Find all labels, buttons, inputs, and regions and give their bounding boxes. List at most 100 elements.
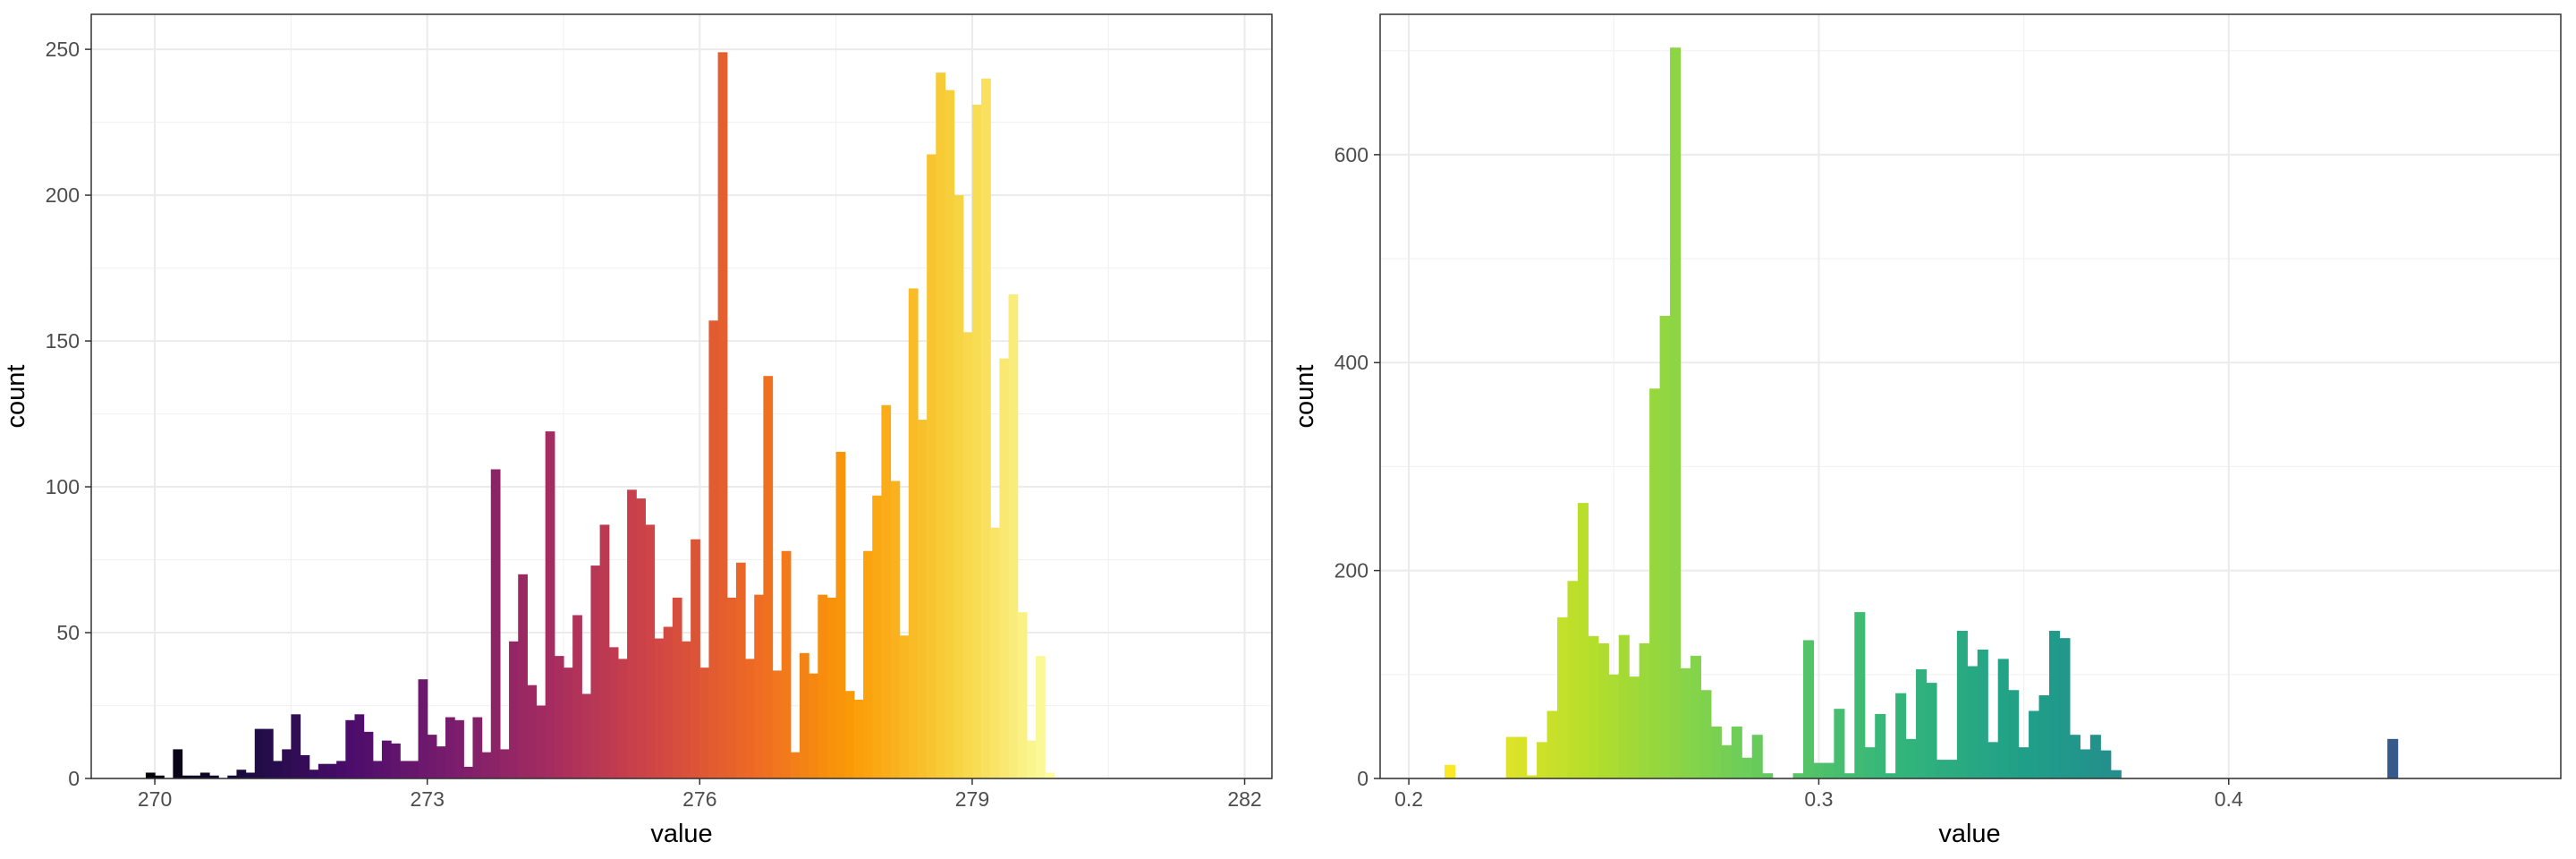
histogram-bar [400,761,410,778]
histogram-bar [2049,631,2061,778]
histogram-bar [1567,581,1579,778]
histogram-bar [564,668,573,778]
histogram-bar [363,731,374,778]
histogram-bar [2038,695,2050,778]
histogram-bar [372,761,383,778]
histogram-bar [1813,762,1825,778]
x-tick-label: 279 [955,787,989,811]
histogram-bar [391,743,401,778]
histogram-bar [282,749,292,778]
histogram-bar [1762,773,1774,778]
histogram-bar [1608,674,1620,778]
histogram-bar [1537,742,1548,778]
histogram-bar [1045,772,1055,778]
x-axis-title: value [650,820,712,848]
histogram-bar [527,685,538,778]
histogram-bar [199,772,210,778]
histogram-bar [1546,710,1558,778]
histogram-bar [318,763,328,778]
histogram-bar [2100,750,2112,778]
bars [1444,47,2399,778]
x-axis-title: value [1938,820,2000,848]
histogram-bar [581,693,592,778]
histogram-bar [627,489,637,778]
y-tick-label: 100 [46,475,80,498]
histogram-bar [790,752,801,778]
histogram-bar [735,562,746,778]
histogram-bar [1967,666,1979,778]
histogram-bar [263,728,274,778]
histogram-bar [254,728,265,778]
histogram-bar [327,763,337,778]
histogram-bar [754,594,764,778]
histogram-bar [191,775,201,778]
histogram-bar [1854,612,1866,778]
y-tick-label: 200 [46,183,80,207]
histogram-bar [918,420,928,778]
histogram-bar [800,652,809,778]
histogram-bar [835,451,846,778]
histogram-bar [463,766,474,778]
histogram-bar [418,679,428,778]
y-axis-title: count [1291,365,1319,429]
bars [145,52,1055,778]
histogram-bar [1926,683,1937,778]
histogram-bar [781,550,792,778]
y-axis-title: count [2,365,30,429]
histogram-bar [309,770,319,778]
histogram-bar [273,761,283,778]
histogram-bar [809,673,818,778]
histogram-bar [999,358,1010,778]
histogram-bar [1557,617,1569,778]
histogram-bar [826,597,837,778]
y-tick-label: 0 [68,767,80,790]
histogram-bar [890,481,901,778]
histogram-bar [1916,669,1928,778]
histogram-bar [699,668,710,778]
y-tick-label: 250 [46,38,80,61]
histogram-bar [663,626,674,778]
histogram-bar [518,574,528,778]
histogram-bar [1721,744,1733,778]
y-tick-label: 0 [1357,767,1368,790]
histogram-bar [844,691,855,778]
histogram-bar [881,404,892,778]
histogram-bar [1588,635,1599,778]
histogram-bar [981,78,991,778]
histogram-bar [1618,634,1630,778]
histogram-bar [490,469,501,778]
histogram-bar [1997,659,2009,778]
histogram-bar [2069,735,2080,778]
histogram-bar [1843,773,1855,778]
x-tick-label: 270 [138,787,172,811]
histogram-bar [1864,747,1876,778]
panel-border [90,13,1273,779]
histogram-bar [1629,676,1640,778]
histogram-bar [1670,47,1682,778]
histogram-bar [654,638,665,778]
histogram-bar [717,52,728,778]
histogram-bar [1741,757,1753,778]
histogram-bar [1639,642,1650,778]
histogram-bar [145,772,156,778]
histogram-bar [1956,631,1968,778]
histogram-bar [1946,760,1958,778]
histogram-bar [509,641,519,778]
histogram-bar [1751,735,1763,778]
histogram-bar [1792,773,1804,778]
histogram-bar [2080,749,2091,778]
y-tick-label: 400 [1335,351,1368,374]
histogram-left: 270 273 276 279 282 0 50 100 150 200 250 value count [2,13,1273,848]
histogram-bar [645,524,656,778]
histogram-bar [908,288,919,778]
histogram-bar [1936,760,1948,778]
histogram-bar [745,659,755,778]
x-tick-label: 0.4 [2215,787,2243,811]
histogram-bar [1834,709,1845,778]
histogram-bar [1823,762,1835,778]
histogram-bar [945,89,955,778]
histogram-bar [1577,503,1589,778]
histogram-bar [1659,315,1671,778]
y-tick-label: 150 [46,329,80,353]
